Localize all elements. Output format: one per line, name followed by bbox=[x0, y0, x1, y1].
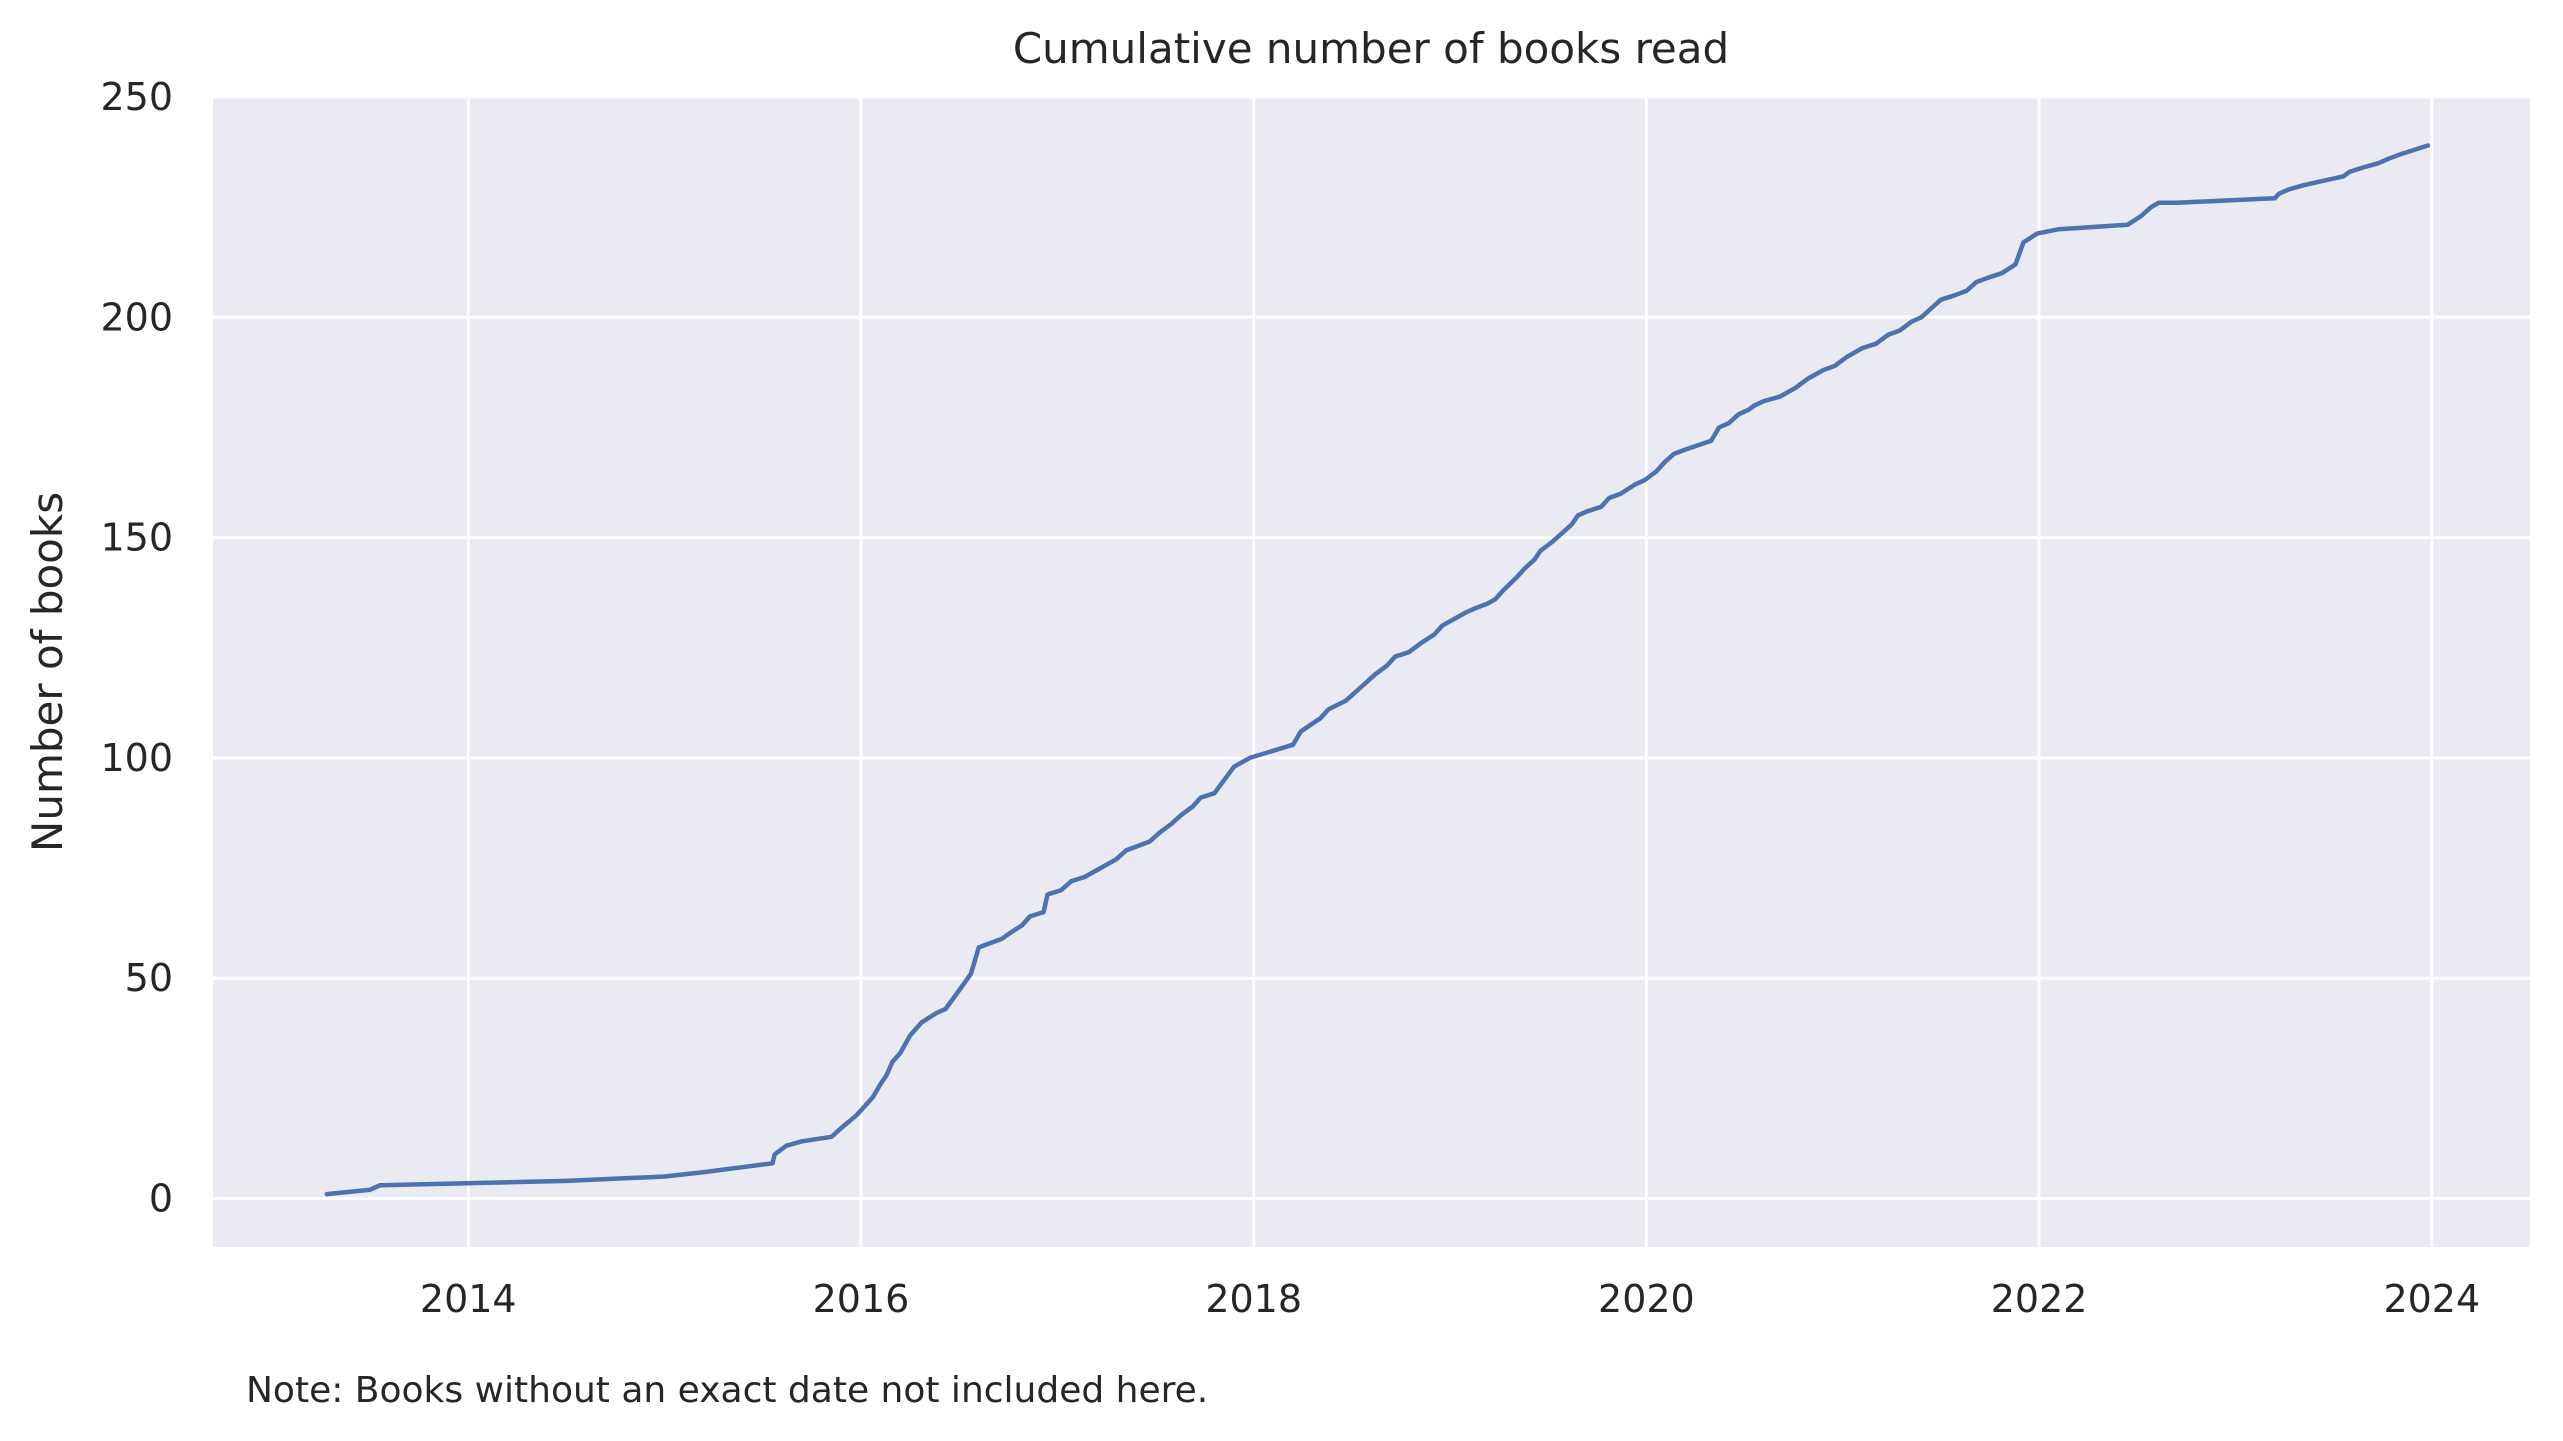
x-tick-label: 2022 bbox=[1991, 1277, 2088, 1321]
y-tick-label: 50 bbox=[125, 956, 173, 1000]
y-axis-label: Number of books bbox=[23, 492, 72, 852]
x-gridlines bbox=[466, 97, 2434, 1247]
plot-background bbox=[213, 97, 2530, 1247]
y-tick-labels: 0 50 100 150 200 250 bbox=[100, 75, 173, 1221]
x-tick-label: 2024 bbox=[2383, 1277, 2480, 1321]
footnote: Note: Books without an exact date not in… bbox=[246, 1370, 1209, 1411]
x-tick-label: 2016 bbox=[813, 1277, 910, 1321]
cumulative-books-line bbox=[324, 143, 2431, 1197]
y-tick-label: 200 bbox=[100, 295, 173, 339]
y-tick-label: 100 bbox=[100, 736, 173, 780]
x-tick-labels: 2014 2016 2018 2020 2022 2024 bbox=[420, 1277, 2480, 1321]
chart-title: Cumulative number of books read bbox=[1013, 24, 1729, 73]
x-tick-label: 2018 bbox=[1205, 1277, 1302, 1321]
y-gridlines bbox=[213, 95, 2530, 1201]
y-tick-label: 0 bbox=[149, 1177, 173, 1221]
y-tick-label: 150 bbox=[100, 516, 173, 560]
y-tick-label: 250 bbox=[100, 75, 173, 119]
x-tick-label: 2020 bbox=[1598, 1277, 1695, 1321]
x-tick-label: 2014 bbox=[420, 1277, 517, 1321]
